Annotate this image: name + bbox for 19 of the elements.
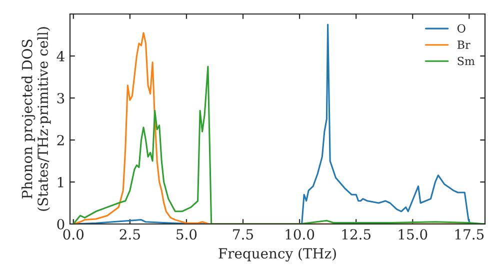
x-tick-label: 7.5 — [233, 229, 253, 240]
y-tick-label: 3 — [57, 92, 64, 104]
x-tick-label: 2.5 — [120, 229, 140, 240]
x-tick-label: 17.5 — [455, 229, 484, 240]
legend-label: Br — [457, 40, 470, 49]
y-tick-label: 4 — [56, 50, 64, 62]
y-tick-label: 1 — [58, 176, 64, 188]
y-tick-label: 0 — [57, 218, 64, 230]
x-axis-title: Frequency (THz) — [218, 248, 336, 262]
x-tick-label: 15.0 — [398, 229, 428, 240]
legend-label: O — [457, 24, 466, 33]
legend-label: Sm — [458, 56, 475, 66]
x-tick-label: 5.0 — [176, 229, 197, 240]
x-tick-label: 10.0 — [286, 229, 314, 240]
line-series — [72, 66, 485, 224]
y-tick-label: 2 — [57, 134, 64, 146]
y-axis-title: Phonon projected DOS (States/THz·primitive cell) — [22, 27, 51, 211]
x-tick-label: 0.0 — [63, 229, 84, 240]
x-tick-label: 12.5 — [342, 229, 370, 240]
